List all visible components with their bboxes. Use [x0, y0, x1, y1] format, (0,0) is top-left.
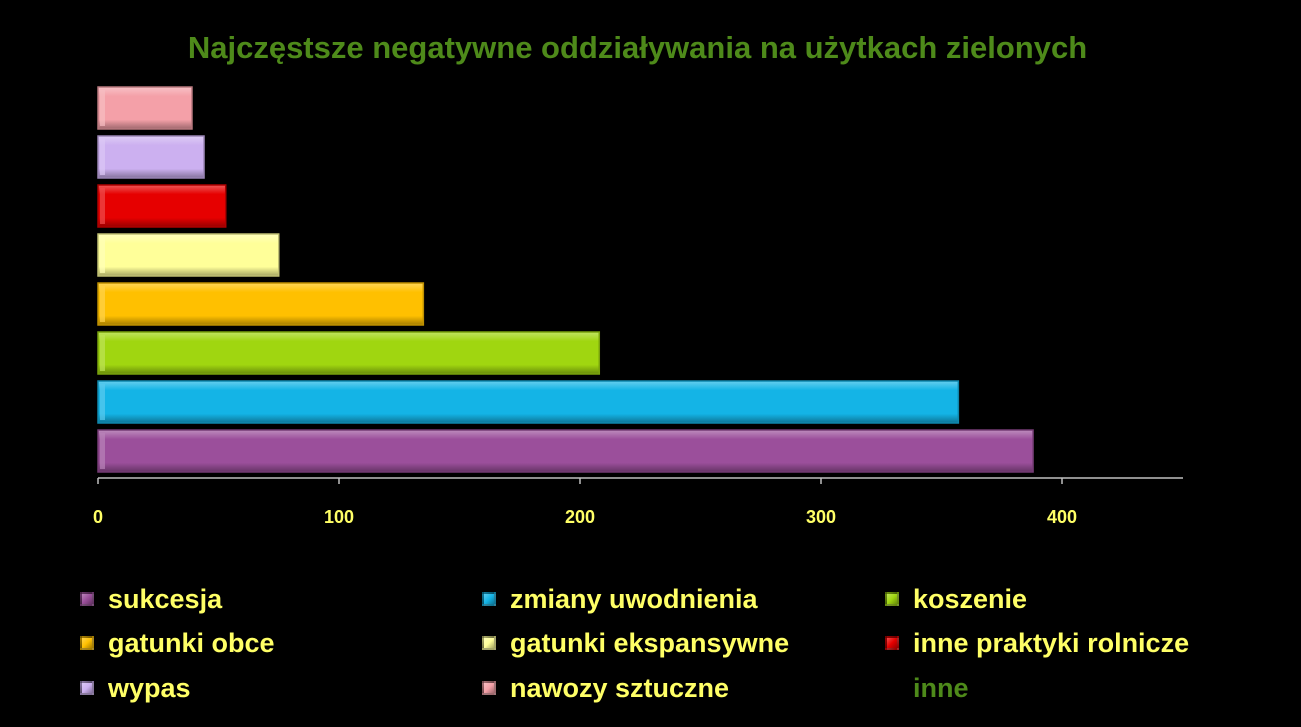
legend-label: sukcesja — [108, 583, 223, 614]
legend-item: sukcesja — [80, 582, 222, 616]
bar-sukcesja — [97, 429, 1034, 473]
bar-bevel — [100, 433, 105, 469]
bars-group — [97, 86, 1034, 473]
bar-bevel — [100, 139, 105, 175]
x-tick-label: 200 — [565, 507, 595, 527]
bar-bevel — [100, 188, 105, 224]
legend-item: koszenie — [885, 582, 1027, 616]
legend-item: zmiany uwodnienia — [482, 582, 758, 616]
legend-item: inne praktyki rolnicze — [885, 626, 1189, 660]
bar-bevel — [100, 237, 105, 273]
legend-swatch — [885, 636, 899, 650]
bar-zmiany-uwodnienia — [97, 380, 960, 424]
x-tick-label: 300 — [806, 507, 836, 527]
legend-label: koszenie — [913, 583, 1028, 614]
bar-bevel — [100, 286, 105, 322]
legend-swatch — [482, 592, 496, 606]
legend-label: inne — [913, 672, 969, 703]
legend-swatch — [482, 681, 496, 695]
legend-item: inne — [885, 671, 969, 705]
legend-item: gatunki ekspansywne — [482, 626, 789, 660]
bar-bevel — [100, 384, 105, 420]
legend-swatch — [80, 681, 94, 695]
legend-item: gatunki obce — [80, 626, 275, 660]
legend-item: nawozy sztuczne — [482, 671, 729, 705]
bar-chart: 0 100 200 300 400 — [93, 86, 1183, 527]
x-tick-label: 0 — [93, 507, 103, 527]
chart-title: Najczęstsze negatywne oddziaływania na u… — [187, 30, 1088, 65]
legend-label: inne praktyki rolnicze — [913, 627, 1190, 658]
x-tick-label: 400 — [1047, 507, 1077, 527]
legend-swatch — [885, 592, 899, 606]
legend-label: wypas — [108, 672, 191, 703]
legend-label: gatunki ekspansywne — [510, 627, 790, 658]
legend-swatch — [482, 636, 496, 650]
bar-gatunki-obce — [97, 282, 425, 326]
legend-swatch — [80, 592, 94, 606]
bar-gatunki-ekspansywne — [97, 233, 280, 277]
legend-label: gatunki obce — [108, 627, 275, 658]
x-tick-label: 100 — [324, 507, 354, 527]
bar-bevel — [100, 90, 105, 126]
bar-bevel — [100, 335, 105, 371]
bar-nawozy-sztuczne — [97, 86, 193, 130]
legend-item: wypas — [80, 671, 191, 705]
bar-wypas — [97, 135, 205, 179]
bar-inne-praktyki-rolnicze — [97, 184, 227, 228]
bar-koszenie — [97, 331, 601, 375]
x-axis: 0 100 200 300 400 — [93, 477, 1183, 527]
legend-label: nawozy sztuczne — [510, 672, 730, 703]
legend-swatch — [80, 636, 94, 650]
legend-label: zmiany uwodnienia — [510, 583, 758, 614]
